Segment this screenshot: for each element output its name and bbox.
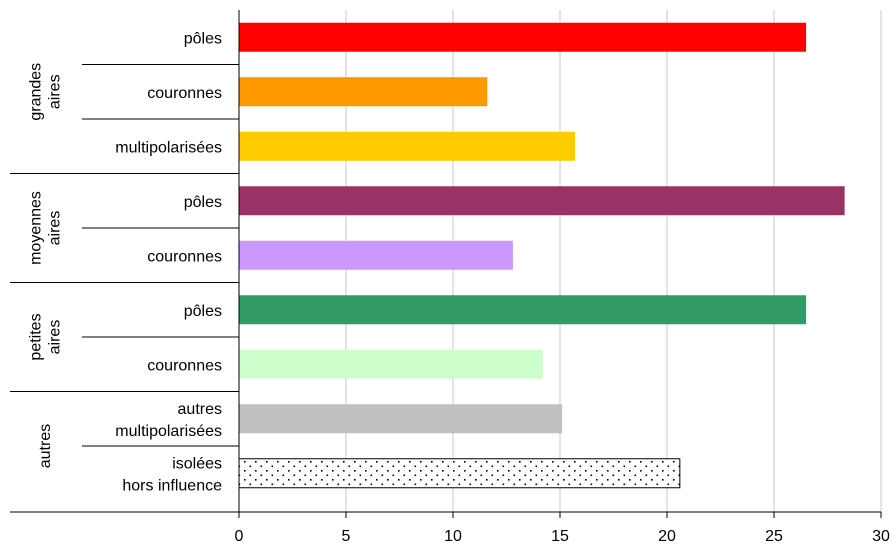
bar-couronnes-3 [239,349,543,379]
axes [10,10,882,518]
bar-couronnes-1 [239,77,488,107]
category-label: multipolarisées [115,423,222,440]
x-tick-label-30: 30 [872,528,890,545]
group-label-2: moyennes aires [28,191,64,265]
category-label: hors influence [122,477,222,494]
bar-pôles-3 [239,295,807,325]
bar-pôles-2 [239,186,845,216]
category-label: couronnes [147,248,222,265]
x-tick-label-15: 15 [551,528,569,545]
category-label: autres [178,401,222,418]
x-tick-label-5: 5 [342,528,351,545]
category-label: couronnes [147,85,222,102]
group-label-text: aires [47,320,64,355]
bar-pôles-1 [239,22,807,52]
group-label-text: grandes [28,63,45,121]
bar-isolées-hors-influence-4 [238,458,681,489]
x-tick-label-25: 25 [765,528,783,545]
group-label-text: autres [37,424,54,468]
x-tick-label-20: 20 [658,528,676,545]
x-tick-label-10: 10 [444,528,462,545]
x-tick-labels: 0 5 10 15 20 25 30 [235,528,890,545]
group-label-1: grandes aires [28,63,64,121]
category-labels: pôles couronnes multipolarisées pôles couron… [28,30,223,494]
category-label: pôles [184,194,222,211]
category-label: multipolarisées [115,139,222,156]
category-label: pôles [184,30,222,47]
group-label-3: petites aires [28,313,64,360]
group-label-text: aires [47,211,64,246]
bars [238,22,845,489]
group-label-text: moyennes [28,191,45,265]
category-label: pôles [184,303,222,320]
group-label-4: autres [37,424,54,468]
bar-autres-multipolarisées-4 [239,404,563,434]
x-tick-label-0: 0 [235,528,244,545]
category-label: isolées [172,455,222,472]
category-label: couronnes [147,357,222,374]
bar-multipolarisées-1 [239,131,575,161]
bar-couronnes-2 [239,240,513,270]
group-label-text: aires [47,74,64,109]
group-label-text: petites [28,313,45,360]
